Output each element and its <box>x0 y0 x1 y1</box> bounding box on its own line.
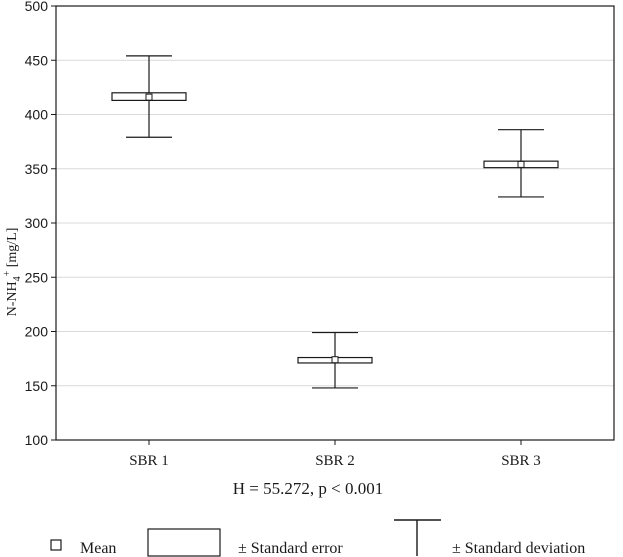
y-tick-label: 300 <box>25 215 49 231</box>
y-axis-label: N-NH4+ [mg/L] <box>2 228 23 317</box>
legend-mean-marker <box>50 539 62 551</box>
legend-se-label: ± Standard error <box>238 540 343 557</box>
box-group <box>111 55 187 138</box>
legend-se-swatch <box>147 528 221 557</box>
y-tick-label: 200 <box>25 324 49 340</box>
y-tick-label: 400 <box>25 107 49 123</box>
mean-marker <box>145 93 153 101</box>
box-group <box>297 331 373 389</box>
legend: Mean ± Standard error ± Standard deviati… <box>50 519 585 557</box>
x-tick-label: SBR 2 <box>315 453 355 469</box>
x-tick-label: SBR 3 <box>501 453 541 469</box>
y-tick-label: 100 <box>25 432 49 448</box>
legend-sd-label: ± Standard deviation <box>452 540 585 557</box>
y-tick-label: 450 <box>25 52 49 68</box>
box-group <box>483 129 559 198</box>
statistic-annotation: H = 55.272, p < 0.001 <box>233 479 383 498</box>
x-tick-label: SBR 1 <box>129 453 169 469</box>
plot-series <box>111 55 559 389</box>
mean-marker <box>331 356 339 364</box>
y-axis: 100 150 200 250 300 350 400 450 500 <box>25 0 56 448</box>
x-axis: SBR 1 SBR 2 SBR 3 <box>129 440 541 469</box>
y-tick-label: 350 <box>25 161 49 177</box>
y-tick-label: 250 <box>25 269 49 285</box>
y-tick-label: 150 <box>25 378 49 394</box>
legend-mean-label: Mean <box>80 540 116 557</box>
y-tick-label: 500 <box>25 0 49 14</box>
mean-marker <box>517 160 525 168</box>
